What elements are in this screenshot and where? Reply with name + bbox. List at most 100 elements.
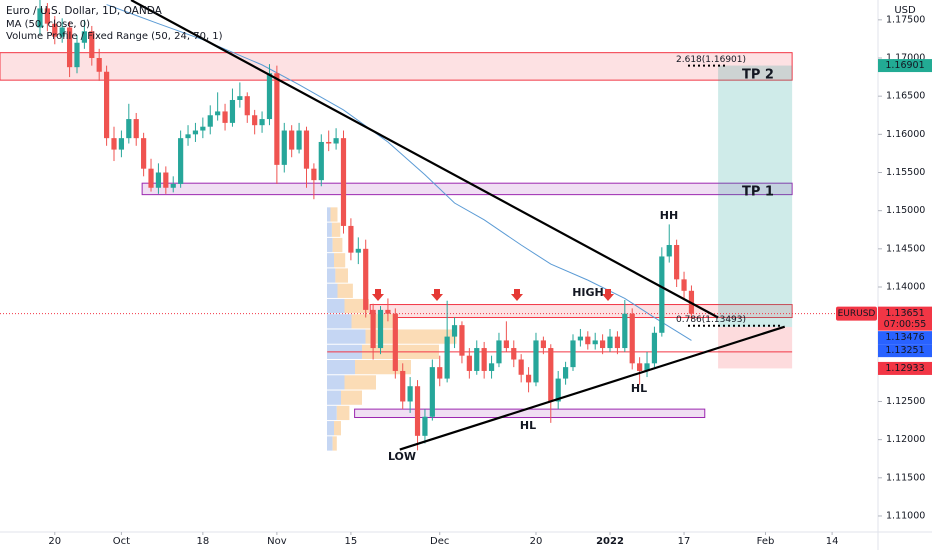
candle-body xyxy=(296,130,302,150)
target-area xyxy=(718,65,793,327)
candle-body xyxy=(274,73,280,165)
volume-up xyxy=(327,314,352,329)
candle-body xyxy=(259,119,265,126)
candle-body xyxy=(281,130,287,165)
y-tick-label: 1.14000 xyxy=(886,281,925,292)
candle-body xyxy=(215,111,221,116)
volume-down xyxy=(365,329,457,344)
candle-body xyxy=(488,363,495,371)
candle-body xyxy=(540,340,546,349)
volume-down xyxy=(330,207,338,222)
volume-up xyxy=(327,360,355,375)
fib-label: 2.618(1.16901) xyxy=(676,55,746,65)
y-tick-label: 1.11000 xyxy=(886,510,925,521)
candle-body xyxy=(666,245,672,257)
candle-body xyxy=(451,325,458,337)
candle-body xyxy=(496,340,502,364)
candle-body xyxy=(52,23,58,37)
candle-body xyxy=(207,115,213,127)
candle-body xyxy=(244,96,250,116)
candle-body xyxy=(303,130,310,169)
volume-down xyxy=(332,237,343,253)
candle-body xyxy=(340,138,347,226)
candle-body xyxy=(422,416,428,436)
x-tick-label: Dec xyxy=(430,536,449,547)
volume-down xyxy=(344,375,376,390)
candle-body xyxy=(222,111,228,123)
candle-body xyxy=(141,138,147,169)
candle-body xyxy=(659,256,665,333)
x-tick-label: 15 xyxy=(345,536,358,547)
volume-up xyxy=(327,207,331,222)
candle-body xyxy=(511,348,517,360)
volume-down xyxy=(344,298,369,314)
x-tick-label: 18 xyxy=(196,536,209,547)
candle-body xyxy=(533,340,539,383)
candle-body xyxy=(118,138,125,150)
price-tag xyxy=(878,361,932,375)
zone xyxy=(141,182,793,196)
x-tick-label: Feb xyxy=(757,536,775,547)
candle-body xyxy=(44,8,50,24)
legend-indicator: Volume Profile / Fixed Range (50, 24, 70… xyxy=(6,31,223,42)
plot: 2.618(1.16901) 0.786(1.13493) HH HIGH LOW HL H… xyxy=(0,0,878,463)
candle-body xyxy=(577,336,583,341)
price-tag xyxy=(878,59,932,73)
arrow xyxy=(511,289,523,301)
arrow xyxy=(431,289,443,301)
zone xyxy=(0,52,793,81)
candle-body xyxy=(348,225,354,253)
annotation: TP 1 xyxy=(742,185,774,200)
volume-up xyxy=(327,375,345,390)
arrow xyxy=(372,289,384,301)
candle-body xyxy=(518,359,524,375)
volume-down xyxy=(334,421,341,436)
legend-title: Euro / U.S. Dollar, 1D, OANDA xyxy=(6,5,163,17)
candle-body xyxy=(237,96,243,100)
y-tick-label: 1.16500 xyxy=(886,91,925,102)
y-tick-label: 1.15500 xyxy=(886,167,925,178)
annotation: LOW xyxy=(388,450,416,463)
volume-up xyxy=(327,329,366,344)
trend-line xyxy=(399,325,786,451)
volume-down xyxy=(334,253,346,268)
fib-label: 0.786(1.13493) xyxy=(676,315,746,325)
volume-up xyxy=(327,436,333,451)
volume-up xyxy=(327,298,345,314)
candle-body xyxy=(266,73,273,120)
volume-up xyxy=(327,253,334,268)
stop-area xyxy=(718,326,793,369)
candle-body xyxy=(614,336,621,349)
volume-down xyxy=(336,405,350,421)
candle-body xyxy=(444,336,450,379)
volume-down xyxy=(332,436,337,451)
currency: USD xyxy=(894,5,916,16)
candle-body xyxy=(400,370,406,402)
candle-body xyxy=(681,279,687,291)
candle-body xyxy=(503,340,509,349)
y-tick-label: 1.11500 xyxy=(886,472,925,483)
candle-body xyxy=(429,367,435,417)
volume-up xyxy=(327,222,332,237)
annotation: HIGH xyxy=(572,286,604,299)
candle-body xyxy=(644,363,650,371)
candle-body xyxy=(229,99,236,123)
candle-body xyxy=(363,248,369,310)
candle-body xyxy=(148,168,154,188)
candle-body xyxy=(562,367,569,379)
candle-body xyxy=(66,27,73,68)
candle-body xyxy=(252,115,258,126)
candle-body xyxy=(37,8,43,28)
candle-body xyxy=(74,42,80,68)
candle-body xyxy=(607,336,613,349)
candle-body xyxy=(185,134,191,139)
x-tick-label: 20 xyxy=(530,536,543,547)
annotation: HL xyxy=(520,419,536,432)
price-tag-label: 1.13251 xyxy=(885,345,924,356)
annotation: HH xyxy=(660,209,678,222)
x-tick-label: 17 xyxy=(678,536,691,547)
annotation: HL xyxy=(631,382,647,395)
candle-body xyxy=(133,119,139,139)
